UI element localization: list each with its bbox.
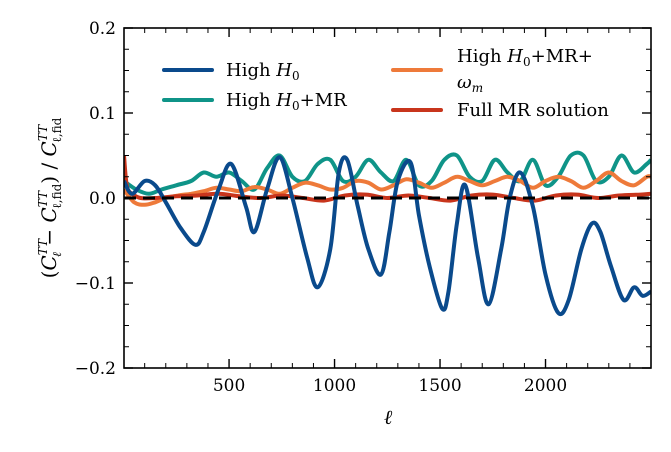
series-line-0 <box>124 155 651 317</box>
series-line-1 <box>124 150 651 196</box>
legend: High H0 High H0+MR High H0+MR+ ωm Full M… <box>162 46 609 121</box>
legend-label-high-h0: High H0 <box>226 60 300 83</box>
x-tick-label: 1500 <box>418 376 461 396</box>
x-tick-label: 1000 <box>313 376 356 396</box>
legend-label-high-h0-mr-omega: High H0+MR+ <box>457 46 593 69</box>
y-tick-label: −0.2 <box>75 359 116 379</box>
y-tick-label: −0.1 <box>75 274 116 294</box>
y-tick-label: 0.2 <box>89 19 116 39</box>
legend-label-high-h0-mr: High H0+MR <box>226 90 347 113</box>
y-axis-label: (CTTℓ − CTTℓ,fid) / CTTℓ,fid <box>36 117 64 278</box>
x-tick-label: 2000 <box>524 376 567 396</box>
y-tick-label: 0.1 <box>89 104 116 124</box>
series-layer <box>124 150 651 317</box>
legend-label-omega-m: ωm <box>457 72 483 95</box>
x-axis-label: ℓ <box>384 405 393 429</box>
y-tick-label: 0.0 <box>89 189 116 209</box>
series-line-2 <box>124 170 651 207</box>
axis-ticks: 500 1000 1500 2000 −0.2 −0.1 0.0 0.1 0.2 <box>75 19 651 396</box>
x-tick-label: 500 <box>213 376 245 396</box>
legend-label-full-mr: Full MR solution <box>457 100 609 121</box>
